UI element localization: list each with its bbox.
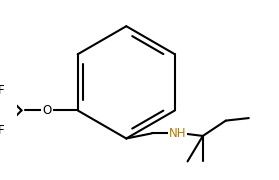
Text: F: F <box>0 124 4 137</box>
Text: O: O <box>42 104 52 117</box>
Text: F: F <box>0 84 4 96</box>
Text: NH: NH <box>169 127 186 140</box>
